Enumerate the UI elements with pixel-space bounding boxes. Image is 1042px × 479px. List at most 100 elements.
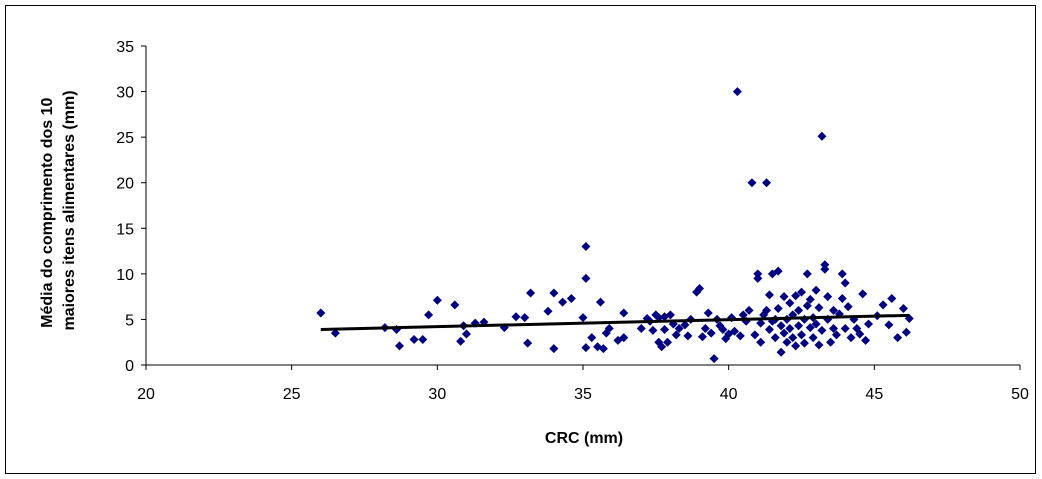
data-point bbox=[738, 310, 748, 320]
data-point bbox=[587, 333, 597, 343]
y-tick-label: 10 bbox=[116, 267, 134, 284]
data-point bbox=[770, 333, 780, 343]
data-point bbox=[456, 336, 466, 346]
data-point bbox=[657, 342, 667, 352]
data-point bbox=[697, 332, 707, 342]
x-tick-label: 30 bbox=[428, 386, 446, 403]
data-point bbox=[316, 308, 326, 318]
data-point bbox=[424, 310, 434, 320]
data-point bbox=[709, 354, 719, 364]
data-point bbox=[797, 287, 806, 297]
data-point bbox=[887, 293, 897, 303]
data-point bbox=[829, 305, 839, 315]
data-point bbox=[636, 324, 646, 334]
data-point bbox=[791, 291, 801, 301]
data-point bbox=[805, 323, 815, 333]
y-axis-title-line-2: maiores itens alimentares (mm) bbox=[61, 90, 78, 330]
data-point bbox=[831, 330, 841, 340]
data-point bbox=[520, 313, 530, 323]
data-point bbox=[808, 333, 818, 343]
data-point bbox=[762, 305, 772, 315]
data-point bbox=[814, 340, 824, 350]
data-point bbox=[893, 333, 903, 343]
data-point bbox=[820, 264, 830, 274]
data-point bbox=[662, 337, 672, 347]
data-point bbox=[744, 305, 754, 315]
data-point bbox=[756, 337, 766, 347]
data-point bbox=[837, 293, 847, 303]
data-point bbox=[703, 308, 713, 318]
data-point bbox=[595, 297, 605, 307]
data-point bbox=[674, 324, 684, 334]
data-point bbox=[619, 308, 629, 318]
tick-labels: 0 5 10 15 20 25 30 35 20 25 30 35 40 45 50 bbox=[116, 39, 1029, 403]
y-tick-label: 25 bbox=[116, 130, 134, 147]
data-point bbox=[826, 337, 836, 347]
data-point bbox=[409, 334, 419, 344]
data-point bbox=[762, 178, 772, 188]
x-tick-label: 45 bbox=[865, 386, 883, 403]
data-point bbox=[418, 334, 428, 344]
data-point bbox=[797, 330, 806, 340]
data-point bbox=[543, 306, 553, 316]
data-point bbox=[799, 338, 809, 348]
data-point bbox=[884, 320, 894, 330]
data-point bbox=[735, 331, 745, 341]
data-point bbox=[330, 328, 340, 338]
y-tick-label: 20 bbox=[116, 176, 134, 193]
data-point bbox=[794, 321, 804, 331]
data-point bbox=[764, 290, 774, 300]
data-point bbox=[814, 303, 824, 313]
x-tick-label: 50 bbox=[1011, 386, 1029, 403]
data-point bbox=[718, 324, 728, 334]
data-point bbox=[558, 297, 568, 307]
data-point bbox=[805, 294, 815, 304]
data-point bbox=[843, 302, 853, 312]
data-point bbox=[901, 327, 911, 337]
data-point bbox=[811, 285, 821, 295]
data-point bbox=[858, 289, 868, 299]
data-point bbox=[581, 273, 591, 283]
data-point bbox=[782, 337, 792, 347]
axes bbox=[141, 45, 1021, 370]
data-point bbox=[680, 320, 690, 330]
data-point bbox=[671, 330, 681, 340]
data-point bbox=[864, 319, 874, 329]
data-point bbox=[764, 324, 774, 334]
data-point bbox=[566, 293, 576, 303]
data-point bbox=[756, 318, 766, 328]
y-tick-label: 0 bbox=[125, 358, 134, 375]
data-point bbox=[811, 319, 821, 329]
data-point bbox=[461, 329, 471, 339]
data-point bbox=[817, 325, 827, 335]
data-point bbox=[861, 335, 871, 345]
data-point bbox=[823, 292, 833, 302]
data-point bbox=[683, 331, 693, 341]
y-tick-label: 30 bbox=[116, 85, 134, 102]
data-point bbox=[837, 269, 847, 279]
data-point bbox=[660, 324, 670, 334]
y-tick-label: 35 bbox=[116, 39, 134, 56]
data-point bbox=[820, 260, 830, 270]
chart-frame bbox=[5, 5, 1036, 474]
trendline-group bbox=[320, 313, 910, 331]
data-point bbox=[855, 329, 865, 339]
data-point bbox=[776, 347, 786, 357]
data-point bbox=[619, 333, 629, 343]
data-point bbox=[526, 288, 536, 298]
data-point bbox=[581, 343, 591, 353]
data-point bbox=[523, 338, 533, 348]
data-point bbox=[802, 269, 812, 279]
data-point bbox=[747, 178, 757, 188]
data-point bbox=[598, 344, 608, 354]
data-point bbox=[779, 292, 789, 302]
data-point bbox=[785, 298, 795, 308]
y-tick-label: 5 bbox=[125, 312, 134, 329]
x-tick-label: 35 bbox=[574, 386, 592, 403]
y-tick-label: 15 bbox=[116, 221, 134, 238]
data-point bbox=[776, 321, 786, 331]
data-point bbox=[840, 278, 850, 288]
data-point bbox=[432, 295, 442, 305]
y-axis-title: Média do comprimento dos 10 maiores iten… bbox=[39, 90, 78, 330]
